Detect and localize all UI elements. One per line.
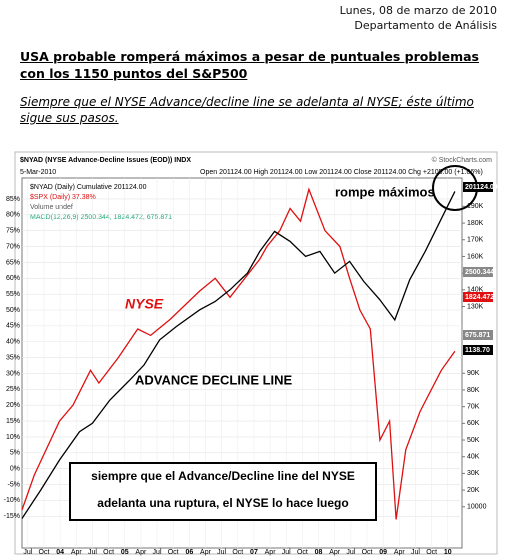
last-value-label: 1138.70 — [465, 347, 490, 354]
y2-tick-label: 30K — [467, 470, 480, 477]
x-tick-label: Jul — [88, 549, 97, 556]
x-tick-label: Jul — [282, 549, 291, 556]
last-value-box — [463, 330, 493, 340]
annotation: NYSE — [125, 296, 164, 312]
y2-tick-label: 170K — [467, 237, 484, 244]
x-tick-label: Oct — [362, 549, 373, 556]
y2-tick-label: 160K — [467, 253, 484, 260]
y-tick-label: 65% — [6, 259, 20, 266]
y-tick-label: 15% — [6, 418, 20, 425]
y-tick-label: 0% — [10, 466, 20, 473]
y-tick-label: 80% — [6, 212, 20, 219]
y2-tick-label: 190K — [467, 203, 484, 210]
y2-tick-label: 130K — [467, 303, 484, 310]
header-date: Lunes, 08 de marzo de 2010 — [339, 4, 497, 17]
x-tick-label: Oct — [426, 549, 437, 556]
x-tick-label: Oct — [297, 549, 308, 556]
legend-extra: MACD(12,26,9) 2500.344, 1824.472, 675.87… — [30, 214, 172, 221]
y-tick-label: 45% — [6, 323, 20, 330]
x-tick-label: Oct — [103, 549, 114, 556]
note-box — [69, 462, 377, 521]
x-tick-label: Jul — [23, 549, 32, 556]
article-title: USA probable romperá máximos a pesar de … — [20, 49, 479, 81]
x-tick-label: Jul — [411, 549, 420, 556]
y-tick-label: 40% — [6, 339, 20, 346]
y-tick-label: 25% — [6, 386, 20, 393]
x-tick-label: 06 — [185, 549, 193, 556]
x-tick-label: 08 — [315, 549, 323, 556]
x-tick-label: Jul — [217, 549, 226, 556]
y-tick-label: -15% — [4, 513, 20, 520]
y2-tick-label: 80K — [467, 387, 480, 394]
x-tick-label: Apr — [135, 549, 147, 556]
y-tick-label: -5% — [8, 481, 20, 488]
note-text: siempre que el Advance/Decline line del … — [91, 469, 355, 483]
x-tick-label: 10 — [444, 549, 452, 556]
x-tick-label: Apr — [200, 549, 212, 556]
chart-date: 5-Mar-2010 — [20, 169, 56, 176]
legend-entry: $NYAD (Daily) Cumulative 201124.00 — [30, 184, 147, 191]
note-text: adelanta una ruptura, el NYSE lo hace lu… — [97, 496, 348, 510]
x-tick-label: Jul — [346, 549, 355, 556]
annotation: ADVANCE DECLINE LINE — [135, 372, 293, 387]
annotation: rompe máximos — [335, 184, 435, 199]
y-tick-label: 50% — [6, 307, 20, 314]
y-tick-label: 55% — [6, 291, 20, 298]
y-tick-label: 85% — [6, 196, 20, 203]
legend-entry: $SPX (Daily) 37.38% — [30, 194, 96, 201]
last-value-label: 1824.472 — [465, 294, 494, 301]
y-tick-label: 75% — [6, 228, 20, 235]
last-value-box — [463, 267, 493, 277]
y2-tick-label: 40K — [467, 454, 480, 461]
x-tick-label: 09 — [379, 549, 387, 556]
plot-frame — [21, 177, 463, 549]
last-value-label: 675.871 — [465, 332, 490, 339]
last-value-label: 2500.344 — [465, 269, 494, 276]
y2-tick-label: 90K — [467, 370, 480, 377]
y-tick-label: -10% — [4, 497, 20, 504]
chart-source: © StockCharts.com — [432, 156, 493, 164]
y2-tick-label: 180K — [467, 220, 484, 227]
y-tick-label: 30% — [6, 370, 20, 377]
x-tick-label: Oct — [232, 549, 243, 556]
y-tick-label: 10% — [6, 434, 20, 441]
y2-tick-label: 70K — [467, 403, 480, 410]
x-tick-label: Apr — [71, 549, 83, 556]
last-value-box — [463, 345, 493, 355]
header-department: Departamento de Análisis — [354, 19, 497, 32]
article-subtitle: Siempre que el NYSE Advance/decline line… — [20, 95, 474, 125]
series-line — [21, 191, 456, 519]
series-line — [21, 187, 456, 520]
y2-tick-label: 50K — [467, 437, 480, 444]
x-tick-label: Apr — [265, 549, 277, 556]
y-tick-label: 60% — [6, 275, 20, 282]
y2-tick-label: 60K — [467, 420, 480, 427]
x-tick-label: Oct — [168, 549, 179, 556]
y2-tick-label: 140K — [467, 287, 484, 294]
x-tick-label: 04 — [56, 549, 64, 556]
x-tick-label: Apr — [394, 549, 406, 556]
x-tick-label: Apr — [329, 549, 341, 556]
x-tick-label: 07 — [250, 549, 258, 556]
x-tick-label: Jul — [153, 549, 162, 556]
x-tick-label: Oct — [39, 549, 50, 556]
chart-quote: Open 201124.00 High 201124.00 Low 201124… — [200, 169, 483, 176]
legend-extra: Volume undef — [30, 204, 73, 211]
y-tick-label: 5% — [10, 450, 20, 457]
chart-title: $NYAD (NYSE Advance-Decline Issues (EOD)… — [20, 157, 191, 164]
last-value-box — [463, 292, 493, 302]
last-value-label: 201124.00 — [465, 184, 498, 191]
last-value-box — [463, 182, 493, 192]
y-tick-label: 35% — [6, 354, 20, 361]
x-tick-label: 05 — [121, 549, 129, 556]
y-tick-label: 20% — [6, 402, 20, 409]
y-tick-label: 70% — [6, 243, 20, 250]
y2-tick-label: 10000 — [467, 504, 487, 511]
y2-tick-label: 20K — [467, 487, 480, 494]
